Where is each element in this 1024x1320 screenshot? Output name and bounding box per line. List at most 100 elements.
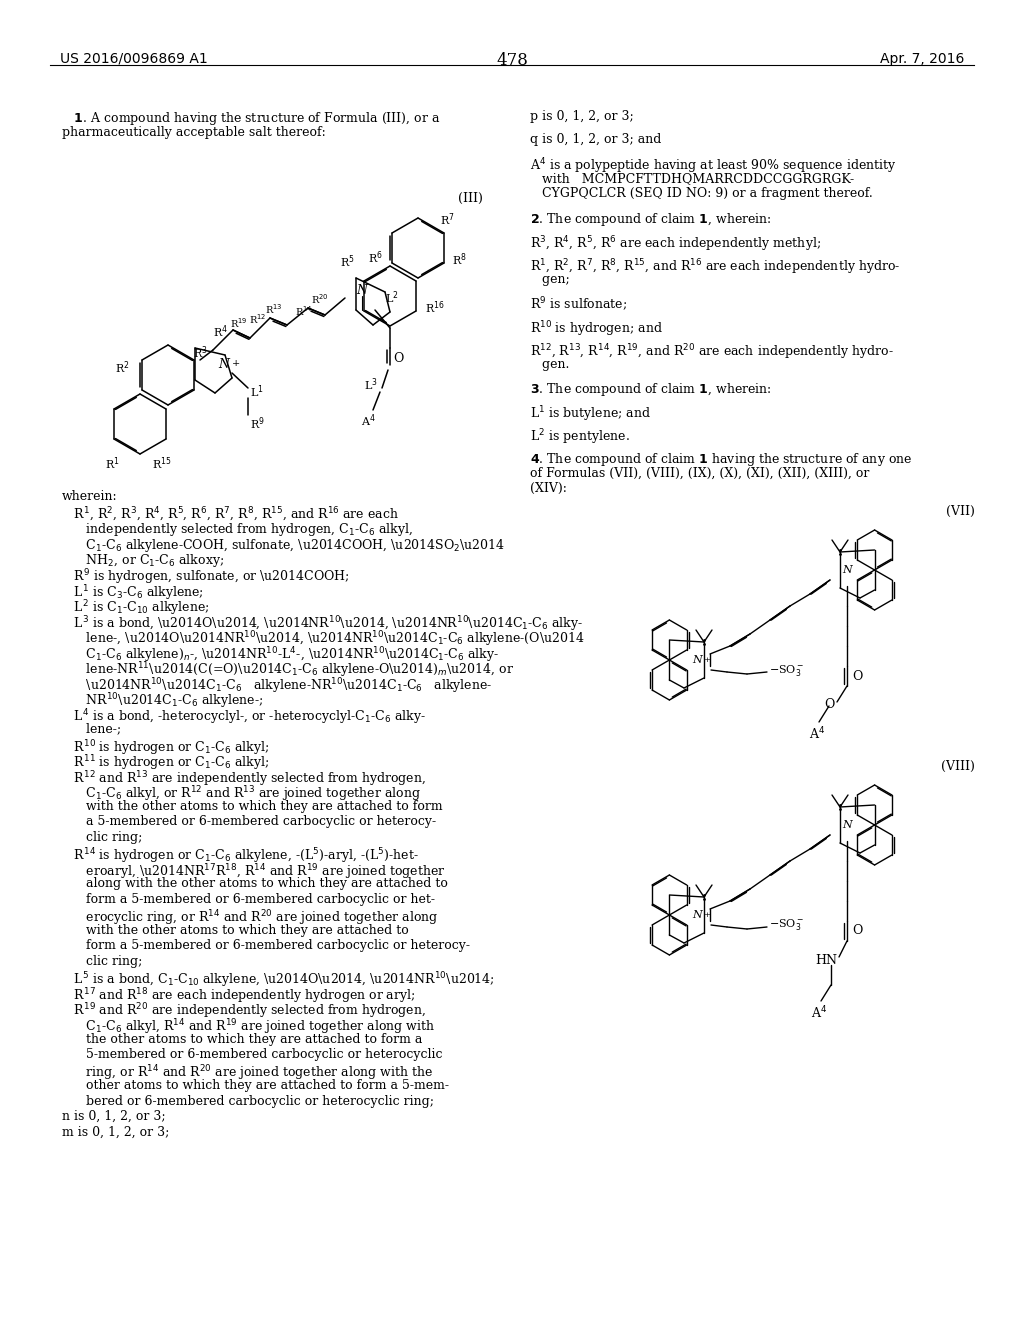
Text: CYGPQCLCR (SEQ ID NO: 9) or a fragment thereof.: CYGPQCLCR (SEQ ID NO: 9) or a fragment t…: [530, 187, 872, 201]
Text: O: O: [393, 351, 403, 364]
Text: C$_1$-C$_6$ alkylene-COOH, sulfonate, \u2014COOH, \u2014SO$_2$\u2014: C$_1$-C$_6$ alkylene-COOH, sulfonate, \u…: [62, 536, 505, 553]
Text: $-$SO$_3^-$: $-$SO$_3^-$: [769, 663, 804, 677]
Text: other atoms to which they are attached to form a 5-mem-: other atoms to which they are attached t…: [62, 1078, 449, 1092]
Text: lene-NR$^{11}$\u2014(C(=O)\u2014C$_1$-C$_6$ alkylene-O\u2014)$_m$\u2014, or: lene-NR$^{11}$\u2014(C(=O)\u2014C$_1$-C$…: [62, 660, 514, 680]
Text: A$^4$: A$^4$: [809, 726, 825, 743]
Text: C$_1$-C$_6$ alkylene)$_n$-, \u2014NR$^{10}$-L$^4$-, \u2014NR$^{10}$\u2014C$_1$-C: C$_1$-C$_6$ alkylene)$_n$-, \u2014NR$^{1…: [62, 645, 500, 664]
Text: N: N: [692, 655, 701, 665]
Text: L$^3$ is a bond, \u2014O\u2014, \u2014NR$^{10}$\u2014, \u2014NR$^{10}$\u2014C$_1: L$^3$ is a bond, \u2014O\u2014, \u2014NR…: [62, 614, 584, 634]
Text: R$^4$: R$^4$: [213, 323, 228, 341]
Text: N: N: [692, 909, 701, 920]
Text: R$^2$: R$^2$: [116, 360, 130, 376]
Text: (VIII): (VIII): [941, 760, 975, 774]
Text: R$^{20}$: R$^{20}$: [311, 292, 329, 306]
Text: R$^{10}$ is hydrogen or C$_1$-C$_6$ alkyl;: R$^{10}$ is hydrogen or C$_1$-C$_6$ alky…: [62, 738, 269, 758]
Text: with the other atoms to which they are attached to form: with the other atoms to which they are a…: [62, 800, 442, 813]
Text: independently selected from hydrogen, C$_1$-C$_6$ alkyl,: independently selected from hydrogen, C$…: [62, 521, 413, 539]
Text: L$^1$ is C$_3$-C$_6$ alkylene;: L$^1$ is C$_3$-C$_6$ alkylene;: [62, 583, 204, 603]
Text: $\mathbf{4}$. The compound of claim $\mathbf{1}$ having the structure of any one: $\mathbf{4}$. The compound of claim $\ma…: [530, 451, 912, 469]
Text: HN: HN: [815, 954, 837, 968]
Text: R$^{19}$ and R$^{20}$ are independently selected from hydrogen,: R$^{19}$ and R$^{20}$ are independently …: [62, 1002, 426, 1022]
Text: q is 0, 1, 2, or 3; and: q is 0, 1, 2, or 3; and: [530, 133, 662, 147]
Text: $\mathbf{2}$. The compound of claim $\mathbf{1}$, wherein:: $\mathbf{2}$. The compound of claim $\ma…: [530, 211, 772, 228]
Text: A$^4$ is a polypeptide having at least 90% sequence identity: A$^4$ is a polypeptide having at least 9…: [530, 157, 897, 176]
Text: n is 0, 1, 2, or 3;: n is 0, 1, 2, or 3;: [62, 1110, 166, 1123]
Text: N: N: [842, 820, 852, 830]
Text: of Formulas (VII), (VIII), (IX), (X), (XI), (XII), (XIII), or: of Formulas (VII), (VIII), (IX), (X), (X…: [530, 466, 869, 479]
Text: bered or 6-membered carbocyclic or heterocyclic ring;: bered or 6-membered carbocyclic or heter…: [62, 1094, 434, 1107]
Text: R$^5$: R$^5$: [340, 253, 355, 271]
Text: C$_1$-C$_6$ alkyl, R$^{14}$ and R$^{19}$ are joined together along with: C$_1$-C$_6$ alkyl, R$^{14}$ and R$^{19}$…: [62, 1016, 435, 1036]
Text: L$^1$ is butylene; and: L$^1$ is butylene; and: [530, 404, 651, 424]
Text: R$^6$: R$^6$: [368, 249, 383, 267]
Text: L$^2$ is C$_1$-C$_{10}$ alkylene;: L$^2$ is C$_1$-C$_{10}$ alkylene;: [62, 598, 210, 618]
Text: \u2014NR$^{10}$\u2014C$_1$-C$_6$   alkylene-NR$^{10}$\u2014C$_1$-C$_6$   alkylen: \u2014NR$^{10}$\u2014C$_1$-C$_6$ alkylen…: [62, 676, 493, 696]
Text: with   MCMPCFTTDHQMARRCDDCCGGRGRGK-: with MCMPCFTTDHQMARRCDDCCGGRGRGK-: [530, 172, 854, 185]
Text: R$^{12}$: R$^{12}$: [249, 313, 266, 326]
Text: with the other atoms to which they are attached to: with the other atoms to which they are a…: [62, 924, 409, 937]
Text: $-$SO$_3^-$: $-$SO$_3^-$: [769, 917, 804, 932]
Text: N: N: [218, 359, 229, 371]
Text: US 2016/0096869 A1: US 2016/0096869 A1: [60, 51, 208, 66]
Text: C$_1$-C$_6$ alkyl, or R$^{12}$ and R$^{13}$ are joined together along: C$_1$-C$_6$ alkyl, or R$^{12}$ and R$^{1…: [62, 784, 421, 804]
Text: R$^{10}$ is hydrogen; and: R$^{10}$ is hydrogen; and: [530, 319, 663, 339]
Text: the other atoms to which they are attached to form a: the other atoms to which they are attach…: [62, 1032, 422, 1045]
Text: $\mathbf{1}$. A compound having the structure of Formula (III), or a: $\mathbf{1}$. A compound having the stru…: [62, 110, 440, 127]
Text: R$^9$ is hydrogen, sulfonate, or \u2014COOH;: R$^9$ is hydrogen, sulfonate, or \u2014C…: [62, 568, 350, 587]
Text: pharmaceutically acceptable salt thereof:: pharmaceutically acceptable salt thereof…: [62, 125, 326, 139]
Text: form a 5-membered or 6-membered carbocyclic or heterocy-: form a 5-membered or 6-membered carbocyc…: [62, 940, 470, 953]
Text: A$^4$: A$^4$: [811, 1005, 827, 1022]
Text: (XIV):: (XIV):: [530, 482, 567, 495]
Text: R$^{14}$: R$^{14}$: [295, 304, 313, 318]
Text: R$^8$: R$^8$: [452, 252, 467, 268]
Text: R$^{12}$ and R$^{13}$ are independently selected from hydrogen,: R$^{12}$ and R$^{13}$ are independently …: [62, 770, 426, 788]
Text: m is 0, 1, 2, or 3;: m is 0, 1, 2, or 3;: [62, 1126, 169, 1138]
Text: eroaryl, \u2014NR$^{17}$R$^{18}$, R$^{14}$ and R$^{19}$ are joined together: eroaryl, \u2014NR$^{17}$R$^{18}$, R$^{14…: [62, 862, 445, 882]
Text: R$^1$, R$^2$, R$^7$, R$^8$, R$^{15}$, and R$^{16}$ are each independently hydro-: R$^1$, R$^2$, R$^7$, R$^8$, R$^{15}$, an…: [530, 257, 900, 277]
Text: R$^{15}$: R$^{15}$: [153, 455, 172, 471]
Text: NR$^{10}$\u2014C$_1$-C$_6$ alkylene-;: NR$^{10}$\u2014C$_1$-C$_6$ alkylene-;: [62, 692, 263, 711]
Text: R$^{14}$ is hydrogen or C$_1$-C$_6$ alkylene, -(L$^5$)-aryl, -(L$^5$)-het-: R$^{14}$ is hydrogen or C$_1$-C$_6$ alky…: [62, 846, 419, 866]
Text: 478: 478: [496, 51, 528, 69]
Text: R$^9$ is sulfonate;: R$^9$ is sulfonate;: [530, 296, 628, 314]
Text: R$^7$: R$^7$: [440, 211, 455, 228]
Text: L$^3$: L$^3$: [365, 376, 378, 393]
Text: R$^{17}$ and R$^{18}$ are each independently hydrogen or aryl;: R$^{17}$ and R$^{18}$ are each independe…: [62, 986, 416, 1006]
Text: A$^4$: A$^4$: [360, 412, 376, 429]
Text: L$^2$ is pentylene.: L$^2$ is pentylene.: [530, 428, 630, 447]
Text: along with the other atoms to which they are attached to: along with the other atoms to which they…: [62, 878, 447, 891]
Text: $\mathbf{3}$. The compound of claim $\mathbf{1}$, wherein:: $\mathbf{3}$. The compound of claim $\ma…: [530, 381, 772, 399]
Text: clic ring;: clic ring;: [62, 832, 142, 843]
Text: +: +: [703, 911, 710, 919]
Text: lene-;: lene-;: [62, 722, 121, 735]
Text: R$^3$: R$^3$: [194, 345, 208, 362]
Text: ring, or R$^{14}$ and R$^{20}$ are joined together along with the: ring, or R$^{14}$ and R$^{20}$ are joine…: [62, 1064, 433, 1084]
Text: R$^9$: R$^9$: [250, 414, 265, 432]
Text: R$^{19}$: R$^{19}$: [230, 317, 248, 330]
Text: gen.: gen.: [530, 358, 569, 371]
Text: Apr. 7, 2016: Apr. 7, 2016: [880, 51, 964, 66]
Text: R$^3$, R$^4$, R$^5$, R$^6$ are each independently methyl;: R$^3$, R$^4$, R$^5$, R$^6$ are each inde…: [530, 234, 821, 253]
Text: L$^2$: L$^2$: [385, 289, 398, 306]
Text: L$^4$ is a bond, -heterocyclyl-, or -heterocyclyl-C$_1$-C$_6$ alky-: L$^4$ is a bond, -heterocyclyl-, or -het…: [62, 708, 426, 726]
Text: L$^5$ is a bond, C$_1$-C$_{10}$ alkylene, \u2014O\u2014, \u2014NR$^{10}$\u2014;: L$^5$ is a bond, C$_1$-C$_{10}$ alkylene…: [62, 970, 495, 990]
Text: wherein:: wherein:: [62, 490, 118, 503]
Text: clic ring;: clic ring;: [62, 954, 142, 968]
Text: O: O: [824, 697, 835, 710]
Text: lene-, \u2014O\u2014NR$^{10}$\u2014, \u2014NR$^{10}$\u2014C$_1$-C$_6$ alkylene-(: lene-, \u2014O\u2014NR$^{10}$\u2014, \u2…: [62, 630, 585, 649]
Text: a 5-membered or 6-membered carbocyclic or heterocy-: a 5-membered or 6-membered carbocyclic o…: [62, 816, 436, 829]
Text: (VII): (VII): [946, 506, 975, 517]
Text: form a 5-membered or 6-membered carbocyclic or het-: form a 5-membered or 6-membered carbocyc…: [62, 894, 435, 906]
Text: 5-membered or 6-membered carbocyclic or heterocyclic: 5-membered or 6-membered carbocyclic or …: [62, 1048, 442, 1061]
Text: NH$_2$, or C$_1$-C$_6$ alkoxy;: NH$_2$, or C$_1$-C$_6$ alkoxy;: [62, 552, 224, 569]
Text: O: O: [852, 924, 862, 937]
Text: R$^{16}$: R$^{16}$: [425, 300, 444, 317]
Text: +: +: [703, 656, 710, 664]
Text: L$^1$: L$^1$: [250, 384, 264, 400]
Text: (III): (III): [458, 191, 483, 205]
Text: erocyclic ring, or R$^{14}$ and R$^{20}$ are joined together along: erocyclic ring, or R$^{14}$ and R$^{20}$…: [62, 908, 438, 928]
Text: R$^{13}$: R$^{13}$: [265, 302, 283, 315]
Text: N: N: [842, 565, 852, 576]
Text: R$^{12}$, R$^{13}$, R$^{14}$, R$^{19}$, and R$^{20}$ are each independently hydr: R$^{12}$, R$^{13}$, R$^{14}$, R$^{19}$, …: [530, 342, 894, 362]
Text: R$^1$: R$^1$: [104, 455, 120, 471]
